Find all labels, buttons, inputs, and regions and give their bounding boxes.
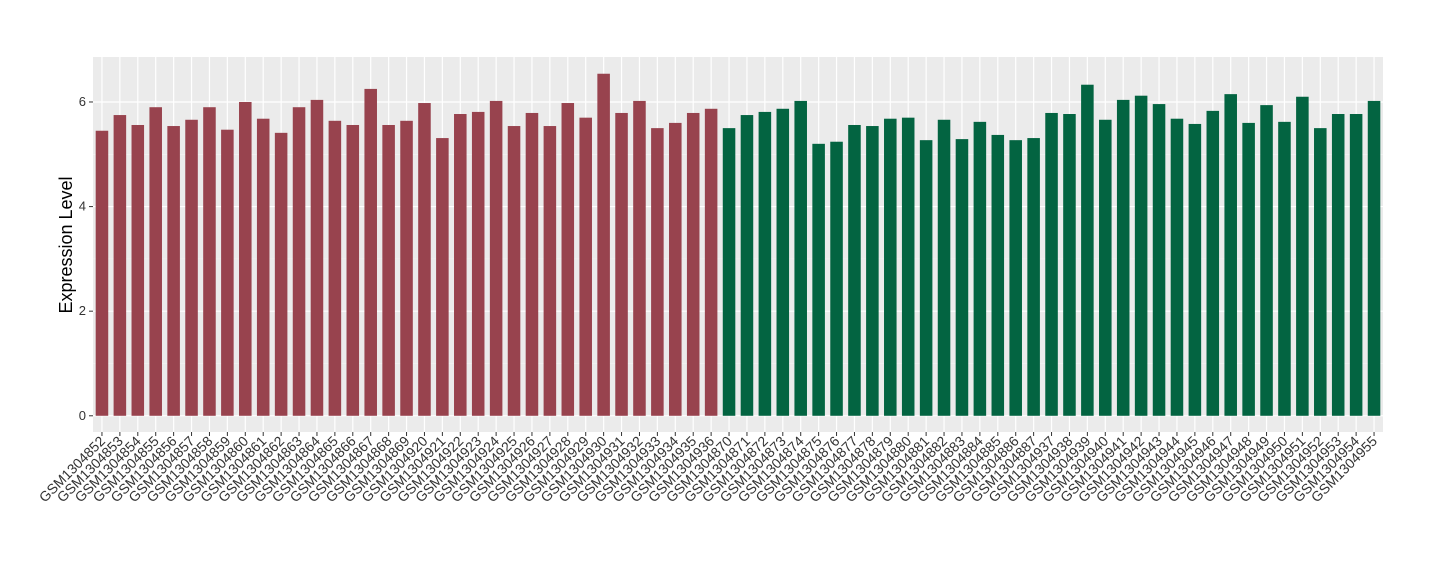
bar (1296, 96, 1309, 416)
bar (1116, 99, 1130, 416)
bar (1206, 110, 1220, 416)
bar (256, 118, 270, 416)
bar (274, 132, 288, 416)
bar (758, 111, 772, 416)
bar (1367, 100, 1381, 416)
bar (669, 122, 682, 416)
bar (633, 100, 646, 416)
bar (722, 128, 736, 416)
bar (1331, 114, 1345, 416)
y-tick-label: 6 (79, 94, 86, 109)
bar (704, 108, 718, 416)
bar (471, 111, 485, 416)
bar (937, 119, 951, 416)
bar (651, 128, 664, 416)
bar (525, 112, 539, 416)
bar (221, 129, 234, 416)
bar (812, 143, 825, 416)
bar (489, 100, 503, 416)
bar (1170, 118, 1184, 416)
bar (149, 107, 162, 416)
bar (131, 124, 145, 416)
panel (93, 57, 1383, 432)
bar (1152, 104, 1166, 416)
bar (1009, 140, 1022, 416)
bar (848, 124, 861, 416)
bar (364, 88, 377, 416)
bar (310, 99, 324, 416)
bar (436, 138, 449, 416)
bar (1349, 114, 1363, 416)
bar (776, 108, 790, 416)
bar (1081, 84, 1094, 416)
bar (346, 124, 360, 416)
bar (400, 120, 413, 416)
y-axis-title: Expression Level (56, 176, 76, 313)
bar (866, 126, 879, 416)
bar (1314, 128, 1327, 416)
bar (1045, 112, 1058, 416)
bar (543, 126, 557, 416)
bar (955, 139, 969, 416)
bar (794, 100, 807, 416)
bar (167, 126, 180, 416)
bar (597, 73, 610, 416)
y-tick-label: 2 (79, 303, 86, 318)
bar (1099, 119, 1112, 416)
bar (973, 121, 987, 416)
bar (292, 107, 306, 416)
bar (901, 117, 915, 416)
bar (382, 124, 395, 416)
bar (615, 112, 628, 416)
bar (919, 140, 933, 416)
bar (1134, 95, 1148, 416)
y-tick-label: 4 (79, 199, 86, 214)
bar (830, 141, 843, 416)
bar (328, 120, 342, 416)
bar (239, 101, 252, 416)
bar (185, 119, 198, 416)
bar (686, 112, 700, 416)
bar (95, 130, 109, 416)
bar (1260, 105, 1273, 416)
bar (113, 115, 127, 416)
bar (1027, 138, 1040, 416)
bar (454, 114, 467, 416)
bar (1224, 94, 1237, 416)
bar (884, 118, 897, 416)
bar (203, 107, 216, 416)
bar (1188, 123, 1202, 416)
bar (1278, 121, 1291, 416)
bar (1063, 114, 1076, 416)
bar (507, 126, 521, 416)
bar (418, 103, 431, 416)
bar (579, 117, 592, 416)
bar (740, 115, 754, 416)
y-tick-label: 0 (79, 408, 86, 423)
bar (1242, 122, 1255, 416)
bar (991, 134, 1005, 416)
bar (561, 103, 575, 416)
